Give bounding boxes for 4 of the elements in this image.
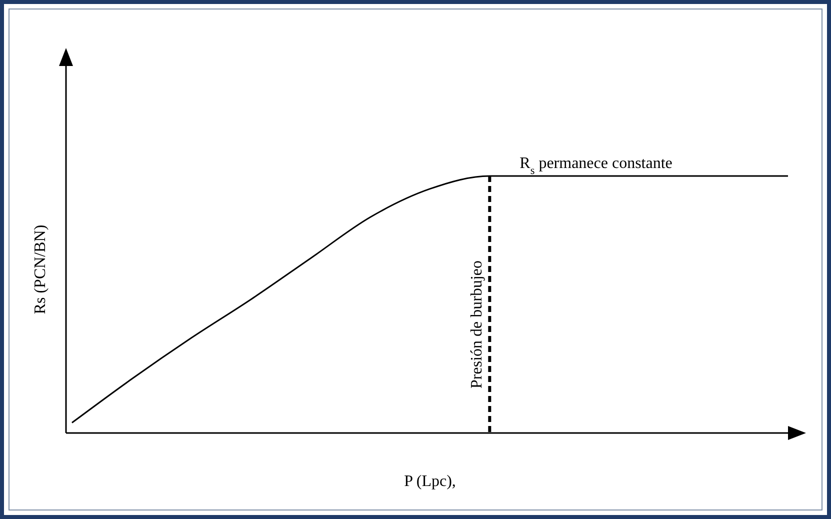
y-axis-title: Rs (PCN/BN): [32, 224, 49, 314]
annotation: Presión de burbujeo: [468, 260, 486, 388]
x-axis-title: P (Lpc),: [404, 473, 456, 490]
annotation: R$_{s}$ permanece constante: [520, 155, 672, 177]
